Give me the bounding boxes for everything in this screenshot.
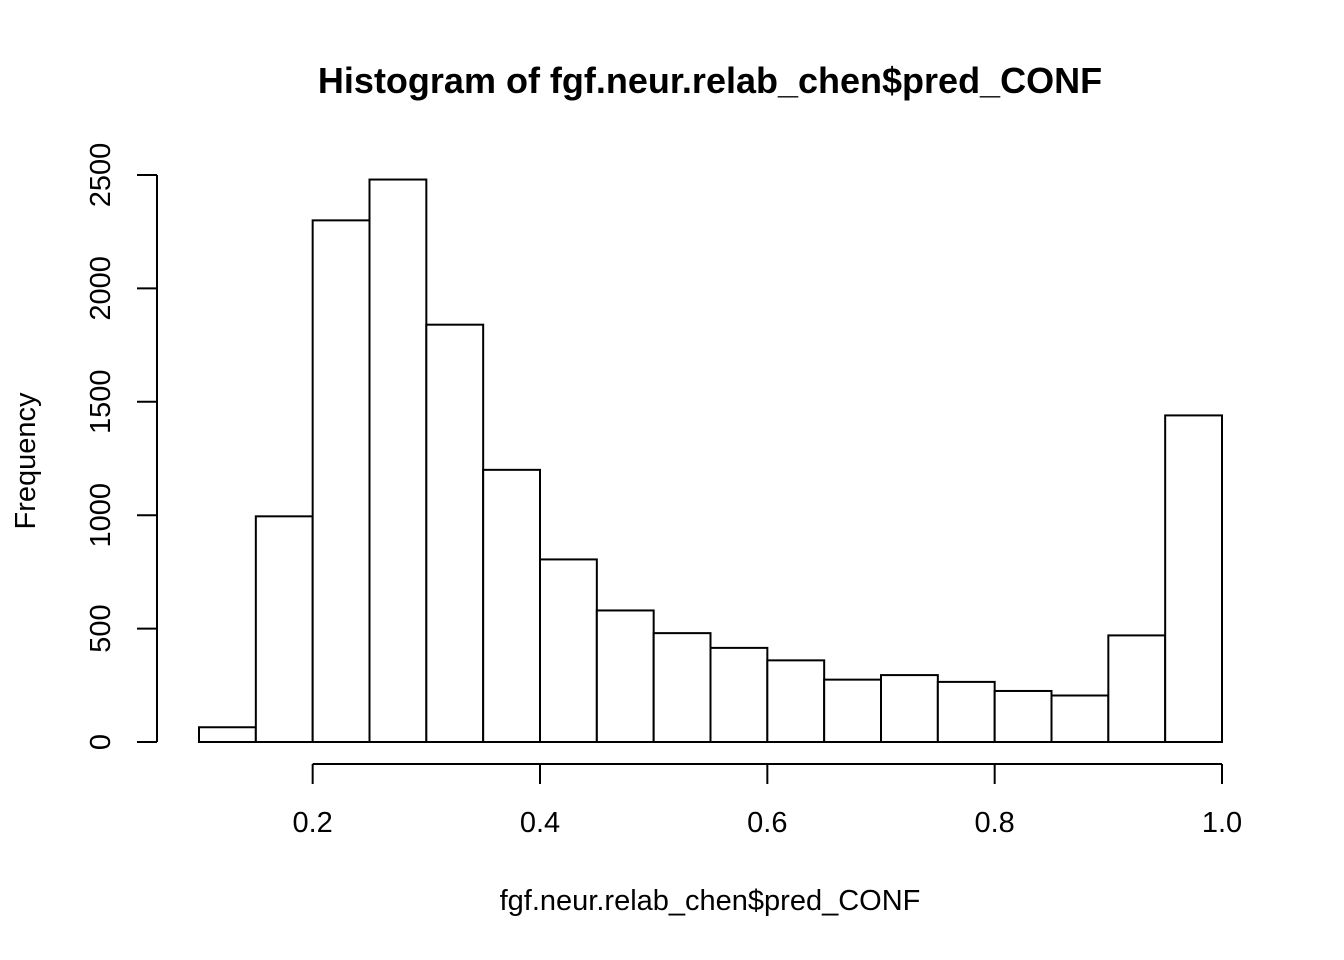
- histogram-bar: [595, 609, 655, 743]
- x-tick-label: 0.4: [520, 807, 560, 839]
- histogram-bar: [311, 219, 371, 744]
- histogram-bar: [936, 680, 996, 744]
- histogram-bar: [766, 659, 826, 743]
- x-tick-label: 0.2: [293, 807, 333, 839]
- histogram-bar: [198, 726, 257, 743]
- histogram-bar: [993, 689, 1053, 743]
- histogram-bar: [652, 632, 712, 743]
- y-tick-label: 2500: [85, 143, 117, 208]
- histogram-bar: [1050, 694, 1110, 743]
- y-axis: 0 500 1000 1500 2000 2500: [85, 143, 158, 750]
- histogram-bar: [823, 678, 883, 744]
- y-axis-label: Frequency: [10, 392, 42, 530]
- histogram-bar: [368, 178, 428, 743]
- y-tick-label: 1500: [85, 370, 117, 435]
- x-tick-label: 0.6: [747, 807, 787, 839]
- x-tick-label: 0.8: [975, 807, 1015, 839]
- y-tick-label: 0: [85, 734, 117, 750]
- y-tick-label: 2000: [85, 256, 117, 321]
- x-axis-label: fgf.neur.relab_chen$pred_CONF: [500, 885, 921, 917]
- chart-title: Histogram of fgf.neur.relab_chen$pred_CO…: [318, 60, 1102, 101]
- histogram-bar: [880, 674, 939, 743]
- y-tick-label: 1000: [85, 483, 117, 548]
- histogram-bar: [1164, 414, 1223, 743]
- bars-group: [198, 178, 1223, 744]
- histogram-bar: [709, 646, 769, 743]
- histogram-bar: [1107, 634, 1167, 743]
- histogram-bar: [425, 323, 485, 743]
- x-tick-label: 1.0: [1202, 807, 1242, 839]
- y-tick-label: 500: [85, 604, 117, 652]
- x-axis: 0.2 0.4 0.6 0.8 1.0: [293, 763, 1242, 839]
- histogram-bar: [254, 515, 314, 743]
- histogram-bar: [539, 558, 598, 744]
- histogram-bar: [482, 468, 541, 743]
